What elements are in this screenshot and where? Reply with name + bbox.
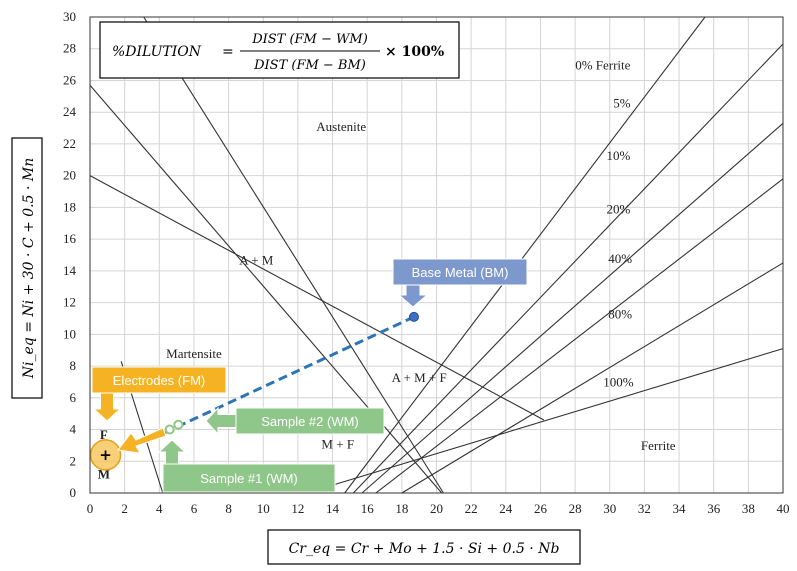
region-label: A + M — [239, 253, 274, 268]
y-tick-label: 4 — [70, 422, 77, 437]
x-tick-label: 4 — [156, 501, 163, 516]
y-tick-label: 22 — [63, 136, 76, 151]
x-tick-label: 12 — [291, 501, 304, 516]
callout-arrow — [157, 439, 187, 465]
sample-1-callout — [162, 463, 336, 493]
x-tick-label: 30 — [603, 501, 616, 516]
x-tick-label: 26 — [534, 501, 548, 516]
x-tick-label: 20 — [430, 501, 443, 516]
x-tick-label: 16 — [361, 501, 375, 516]
x-tick-label: 40 — [777, 501, 790, 516]
y-tick-label: 16 — [63, 231, 77, 246]
x-tick-label: 10 — [257, 501, 270, 516]
sample-1-callout-label: Sample #1 (WM) — [200, 471, 298, 486]
x-tick-label: 22 — [465, 501, 478, 516]
y-tick-label: 10 — [63, 326, 76, 341]
svg-text:Cr_eq = Cr + Mo + 1.5 · Si + 0: Cr_eq = Cr + Mo + 1.5 · Si + 0.5 · Nb — [289, 541, 560, 557]
formula-lhs: %DILUTION — [112, 44, 202, 60]
region-label: Austenite — [316, 119, 366, 134]
base-metal-point — [408, 311, 419, 322]
y-tick-label: 20 — [63, 168, 76, 183]
x-tick-label: 34 — [673, 501, 687, 516]
ferrite-line — [361, 122, 784, 494]
x-tick-label: 32 — [638, 501, 651, 516]
ferrite-line — [401, 262, 784, 494]
y-tick-label: 24 — [63, 104, 77, 119]
y-tick-label: 26 — [63, 72, 77, 87]
ferrite-line — [344, 16, 706, 494]
ferrite-label: 100% — [603, 375, 634, 390]
ferrite-label: 5% — [613, 95, 631, 110]
region-label: Ferrite — [641, 438, 676, 453]
y-axis-label: Ni_eq = Ni + 30 · C + 0.5 · Mn — [11, 137, 43, 399]
callout-arrow — [205, 406, 237, 436]
y-tick-label: 8 — [70, 358, 77, 373]
x-tick-label: 36 — [707, 501, 721, 516]
x-tick-label: 2 — [121, 501, 128, 516]
svg-text:Ni_eq = Ni + 30 · C + 0.5 · Mn: Ni_eq = Ni + 30 · C + 0.5 · Mn — [21, 158, 37, 379]
y-tick-label: 30 — [63, 9, 76, 24]
dilution-formula: %DILUTION = DIST (FM − WM) DIST (FM − BM… — [99, 21, 460, 79]
base-metal-callout — [392, 258, 528, 286]
electrodes-point — [89, 439, 122, 471]
base-metal-callout-label: Base Metal (BM) — [412, 265, 509, 280]
region-labels: Austenite A + M Martensite A + M + F M + F Fe… — [98, 119, 676, 481]
y-tick-label: 6 — [70, 390, 77, 405]
phase-boundary-line — [306, 348, 784, 494]
region-label: F — [100, 427, 108, 442]
formula-rhs: × 100% — [385, 44, 444, 60]
y-tick-label: 28 — [63, 41, 76, 56]
callouts: Electrodes (FM) Base Metal (BM) Sample #2 … — [91, 258, 528, 493]
plot-frame — [89, 16, 784, 494]
ferrite-lines — [344, 16, 784, 494]
y-tick-label: 0 — [70, 485, 77, 500]
phase-boundary-line — [143, 16, 444, 494]
phase-boundary-line — [89, 175, 545, 421]
x-tick-label: 24 — [499, 501, 513, 516]
formula-numerator: DIST (FM − WM) — [251, 32, 368, 47]
formula-denominator: DIST (FM − BM) — [253, 58, 366, 73]
ferrite-label: 0% Ferrite — [575, 57, 630, 72]
dilution-line — [163, 315, 415, 435]
region-label: A + M + F — [392, 370, 447, 385]
ferrite-line — [375, 178, 784, 494]
x-tick-label: 8 — [225, 501, 232, 516]
x-tick-label: 28 — [569, 501, 582, 516]
y-tick-label: 18 — [63, 199, 76, 214]
electrodes-callout-label: Electrodes (FM) — [113, 373, 205, 388]
y-tick-label: 12 — [63, 295, 76, 310]
ferrite-label: 80% — [608, 306, 632, 321]
svg-text:=: = — [222, 44, 234, 60]
dilution-path: + — [89, 311, 419, 471]
sample-2-callout-label: Sample #2 (WM) — [261, 414, 359, 429]
callout-arrow — [397, 284, 429, 308]
grid — [89, 16, 784, 494]
ferrite-label: 10% — [606, 148, 630, 163]
ferrite-label: 40% — [608, 251, 632, 266]
electrodes-callout — [91, 366, 227, 394]
x-tick-label: 18 — [395, 501, 408, 516]
x-tick-label: 38 — [742, 501, 755, 516]
region-label: M + F — [321, 437, 354, 452]
ferrite-line — [352, 43, 784, 494]
tick-labels: 0 2 4 6 8 10 12 14 16 18 20 22 24 26 28 30 32 34 36 38 40024… — [63, 9, 790, 516]
x-tick-label: 14 — [326, 501, 340, 516]
ferrite-label: 20% — [606, 202, 630, 217]
sample-2-point — [173, 419, 184, 430]
y-tick-label: 2 — [70, 453, 77, 468]
sample-1-point — [164, 424, 175, 435]
region-label: Martensite — [166, 346, 222, 361]
x-tick-label: 0 — [87, 501, 94, 516]
callout-arrow — [117, 427, 167, 454]
x-axis-label: Cr_eq = Cr + Mo + 1.5 · Si + 0.5 · Nb — [267, 529, 581, 565]
callout-arrow — [92, 392, 122, 422]
y-tick-label: 14 — [63, 263, 77, 278]
sample-2-callout — [235, 407, 385, 435]
plus-icon: + — [99, 446, 112, 464]
x-tick-label: 6 — [191, 501, 198, 516]
ferrite-labels: 0% Ferrite 5% 10% 20% 40% 80% 100% — [575, 57, 634, 389]
